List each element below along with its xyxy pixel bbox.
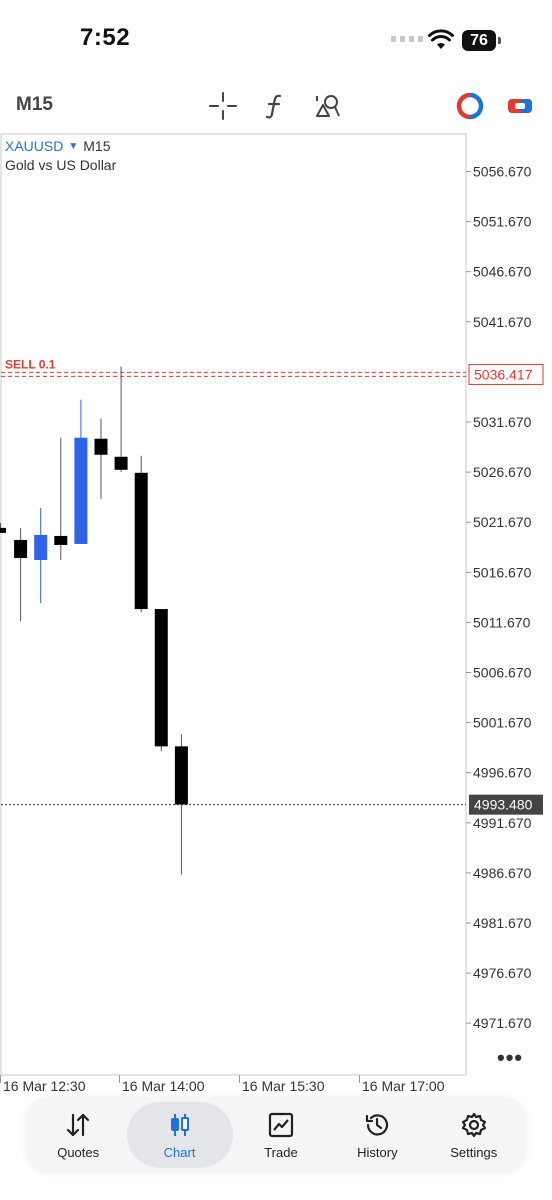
status-time: 7:52 (80, 24, 131, 51)
chart-symbol-header[interactable]: XAUUSD ▼ M15 (5, 138, 111, 154)
more-icon[interactable]: ••• (497, 1045, 524, 1070)
chart-area[interactable]: 5056.670 5051.670 5046.670 5041.670 5031.670… (0, 133, 552, 1101)
quotes-icon (67, 1113, 90, 1136)
nav-trade[interactable]: Trade (233, 1102, 329, 1168)
nav-label: Chart (163, 1144, 196, 1160)
candle-body (174, 746, 188, 805)
x-tick-label: 16 Mar 12:30 (3, 1078, 86, 1094)
wifi-icon (428, 29, 454, 49)
battery-level: 76 (470, 31, 488, 49)
nav-label: Settings (450, 1144, 498, 1160)
timeframe-button[interactable]: M15 (16, 94, 53, 115)
objects-icon[interactable] (312, 91, 342, 121)
y-tick-label: 4976.670 (473, 965, 532, 981)
candle-body (34, 534, 48, 560)
candle-body (114, 456, 128, 470)
crosshair-icon[interactable] (208, 91, 238, 121)
bottom-navigation: Quotes Chart Trade History (26, 1097, 526, 1173)
y-tick-label: 5056.670 (473, 164, 532, 180)
y-tick-label: 5031.670 (473, 414, 532, 430)
y-tick-label: 4991.670 (473, 815, 532, 831)
candle-body (14, 539, 28, 558)
y-tick-label: 4981.670 (473, 915, 532, 931)
y-tick-label: 5041.670 (473, 314, 532, 330)
price-chart[interactable]: 5056.670 5051.670 5046.670 5041.670 5031.670… (0, 133, 552, 1101)
chart-icon (170, 1113, 189, 1136)
y-tick-label: 5006.670 (473, 665, 532, 681)
candle-body (74, 437, 88, 544)
history-icon (366, 1113, 389, 1136)
cellular-signal-icon (391, 36, 423, 42)
candle-body (134, 472, 148, 610)
y-tick-label: 5016.670 (473, 564, 532, 580)
x-tick-label: 16 Mar 15:30 (242, 1078, 325, 1094)
nav-label: Quotes (57, 1144, 100, 1160)
chart-symbol[interactable]: XAUUSD (5, 138, 64, 154)
y-tick-label: 4971.670 (473, 1015, 532, 1031)
function-icon[interactable] (260, 91, 290, 121)
order-price-label: 5036.417 (474, 366, 533, 382)
battery-icon: 76 (462, 30, 496, 51)
order-line-label: SELL 0.1 (5, 357, 56, 371)
y-tick-label: 5046.670 (473, 264, 532, 280)
x-tick-label: 16 Mar 14:00 (122, 1078, 205, 1094)
nav-quotes[interactable]: Quotes (30, 1102, 126, 1168)
nav-label: History (357, 1144, 398, 1160)
nav-label: Trade (264, 1144, 298, 1160)
candle-body (0, 527, 6, 533)
plot-frame (0, 133, 467, 1076)
settings-icon (461, 1112, 486, 1137)
chart-symbol-timeframe: M15 (83, 138, 111, 154)
chart-symbol-description: Gold vs US Dollar (5, 157, 117, 173)
y-tick-label: 4986.670 (473, 865, 532, 881)
nav-history[interactable]: History (329, 1102, 425, 1168)
chart-toolbar: M15 (0, 80, 552, 132)
y-tick-label: 4996.670 (473, 765, 532, 781)
nav-chart[interactable]: Chart (126, 1102, 233, 1168)
trade-panel-icon[interactable] (505, 91, 535, 121)
battery-cap (498, 37, 501, 44)
y-tick-label: 5026.670 (473, 464, 532, 480)
one-click-trading-icon[interactable] (455, 91, 485, 121)
candle-body (94, 438, 108, 455)
symbol-dropdown-icon[interactable]: ▼ (68, 140, 79, 152)
y-tick-label: 5001.670 (473, 715, 532, 731)
current-price-box (469, 794, 543, 815)
x-tick-label: 16 Mar 17:00 (362, 1078, 445, 1094)
y-tick-label: 5011.670 (473, 614, 531, 630)
trade-icon (268, 1112, 294, 1137)
order-price-box (468, 363, 544, 385)
candle-body (54, 535, 68, 545)
y-tick-label: 5051.670 (473, 214, 532, 230)
y-tick-label: 5021.670 (473, 514, 532, 530)
nav-settings[interactable]: Settings (426, 1102, 522, 1168)
status-bar: 7:52 76 (0, 0, 552, 80)
candle-body (154, 609, 168, 747)
current-price-label: 4993.480 (474, 797, 533, 813)
